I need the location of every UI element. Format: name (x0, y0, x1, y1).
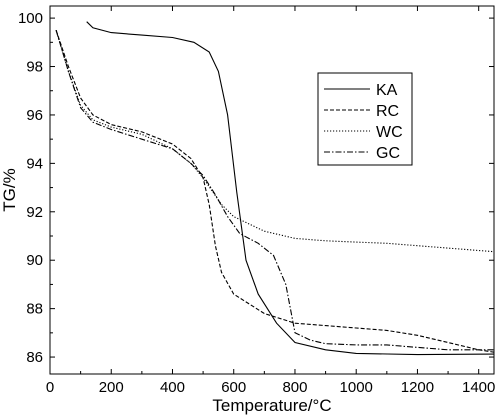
x-tick-label: 200 (99, 379, 124, 396)
legend-label-rc: RC (376, 103, 399, 120)
y-tick-label: 100 (18, 10, 43, 27)
x-tick-label: 600 (221, 379, 246, 396)
legend-box (317, 72, 413, 166)
legend: KA RC WC GC (317, 72, 413, 166)
x-axis-title: Temperature/°C (212, 396, 331, 415)
x-tick-label: 0 (46, 379, 54, 396)
y-tick-label: 88 (26, 301, 43, 318)
y-tick-label: 96 (26, 107, 43, 124)
y-tick-label: 94 (26, 155, 43, 172)
y-tick-label: 90 (26, 252, 43, 269)
series-line-ka (86, 21, 495, 356)
series-line-gc (55, 30, 494, 351)
x-tick-label: 1200 (401, 379, 434, 396)
series-line-rc (55, 30, 495, 353)
axes: 0 200 400 600 800 1000 1200 1400 86 88 90 92 94 96 98 1… (18, 5, 495, 396)
x-tick-label: 1400 (462, 379, 495, 396)
series-line-wc (55, 30, 495, 253)
x-tick-label: 1000 (340, 379, 373, 396)
plot-frame (49, 5, 495, 375)
y-tick-label: 86 (26, 349, 43, 366)
y-axis-title: TG/% (0, 168, 19, 211)
x-tick-label: 400 (160, 379, 185, 396)
y-tick-label: 98 (26, 59, 43, 76)
legend-label-ka: KA (376, 82, 398, 99)
legend-label-wc: WC (376, 124, 403, 141)
legend-label-gc: GC (376, 145, 400, 162)
y-tick-label: 92 (26, 204, 43, 221)
plot-area (55, 21, 495, 356)
x-tick-label: 800 (282, 379, 307, 396)
